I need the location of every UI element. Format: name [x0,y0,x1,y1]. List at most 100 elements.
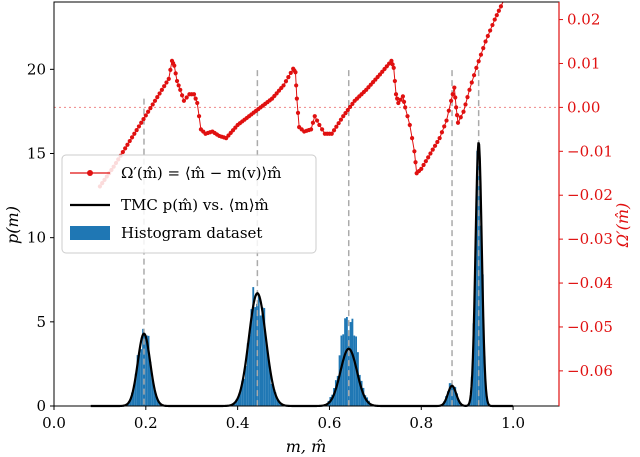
omega-point [139,120,144,125]
histogram-bar [474,257,477,406]
right-tick-label: 0.01 [567,54,600,72]
histogram-bar [155,395,157,406]
omega-point [179,93,185,98]
omega-point [412,149,417,154]
histogram-bar [448,383,451,406]
histogram-bar [446,391,449,406]
omega-point [310,120,316,125]
histogram-bar [134,373,137,406]
omega-point [421,162,426,168]
histogram-bar [127,403,130,406]
omega-point [496,8,501,13]
omega-point [452,85,457,90]
histogram-bar [151,378,154,406]
histogram-bar [360,380,363,406]
histogram-bar [235,399,238,406]
omega-point [123,146,128,151]
omega-point [450,92,455,97]
histogram-bar [143,334,146,406]
histogram-bar [145,335,148,406]
omega-point [442,124,447,129]
omega-point [338,117,344,122]
histogram-bar [131,392,133,406]
histogram-bar [153,385,155,406]
y-tick-label: 0 [36,397,46,415]
right-tick-label: −0.04 [567,274,613,292]
omega-point [314,118,320,123]
omega-point [463,102,468,107]
omega-point [432,143,438,148]
omega-point [478,52,484,57]
omega-point [395,96,400,101]
omega-point [471,73,477,78]
right-tick-label: −0.05 [567,318,613,336]
omega-point [343,111,348,116]
legend-item-histogram: Histogram dataset [70,224,262,242]
x-tick-label: 0.4 [226,414,250,432]
omega-point [281,83,286,88]
omega-point [176,83,181,88]
x-tick-label: 0.0 [42,414,66,432]
omega-point [143,113,148,118]
omega-point [132,131,137,136]
omega-point [453,95,458,100]
histogram-bar [452,387,455,406]
omega-point [485,33,490,39]
histogram-bar [263,308,266,406]
histogram-bar [147,335,150,406]
histogram-bar [334,380,337,406]
omega-point [159,87,164,92]
histogram-bar [129,400,132,406]
omega-point [191,92,197,97]
omega-point [398,97,403,102]
omega-point [345,107,350,113]
omega-point [317,122,322,128]
omega-point [134,127,139,133]
omega-point [294,83,299,88]
omega-point [148,106,153,111]
histogram-bar [244,366,247,406]
histogram-bar [149,361,152,406]
histogram-bar [268,366,271,406]
omega-point [150,102,155,107]
omega-point [174,78,180,84]
omega-point [419,166,424,171]
histogram-bar [274,392,277,406]
omega-point [467,87,472,92]
right-axis-ticks: 0.02 0.01 0.00 −0.01 −0.02 −0.03 −0.04 −0.05 −0.… [558,2,613,406]
omega-point [391,65,396,70]
omega-point [294,96,299,101]
omega-point [455,120,461,125]
right-tick-label: −0.06 [567,362,613,380]
histogram-bar [257,295,260,406]
histogram-bar [272,388,275,406]
omega-point [426,155,431,160]
omega-point [129,135,135,140]
omega-point [444,118,449,123]
x-tick-label: 0.6 [318,414,342,432]
omega-point [196,114,202,119]
omega-point [446,108,451,113]
histogram-bar [278,401,280,406]
omega-point [393,92,399,97]
omega-point [435,139,440,145]
omega-point [469,80,474,85]
y-tick-label: 15 [27,145,46,163]
histogram-bar [246,343,249,406]
histogram-bar [142,328,144,406]
legend-omega-label: Ω′(m̂) = ⟨m̂ − m(v)⟩m̂ [121,164,282,182]
right-tick-label: −0.02 [567,186,613,204]
omega-point [184,95,189,100]
omega-point [403,105,408,110]
omega-point [454,105,459,110]
omega-point [193,96,198,101]
legend-omega-marker [87,170,93,176]
x-tick-label: 0.2 [134,414,158,432]
histogram-bar [138,354,141,406]
y-tick-label: 5 [36,313,46,331]
histogram-bar [259,315,262,406]
histogram-bar [342,334,345,406]
omega-point [390,62,395,67]
omega-point [423,159,428,164]
